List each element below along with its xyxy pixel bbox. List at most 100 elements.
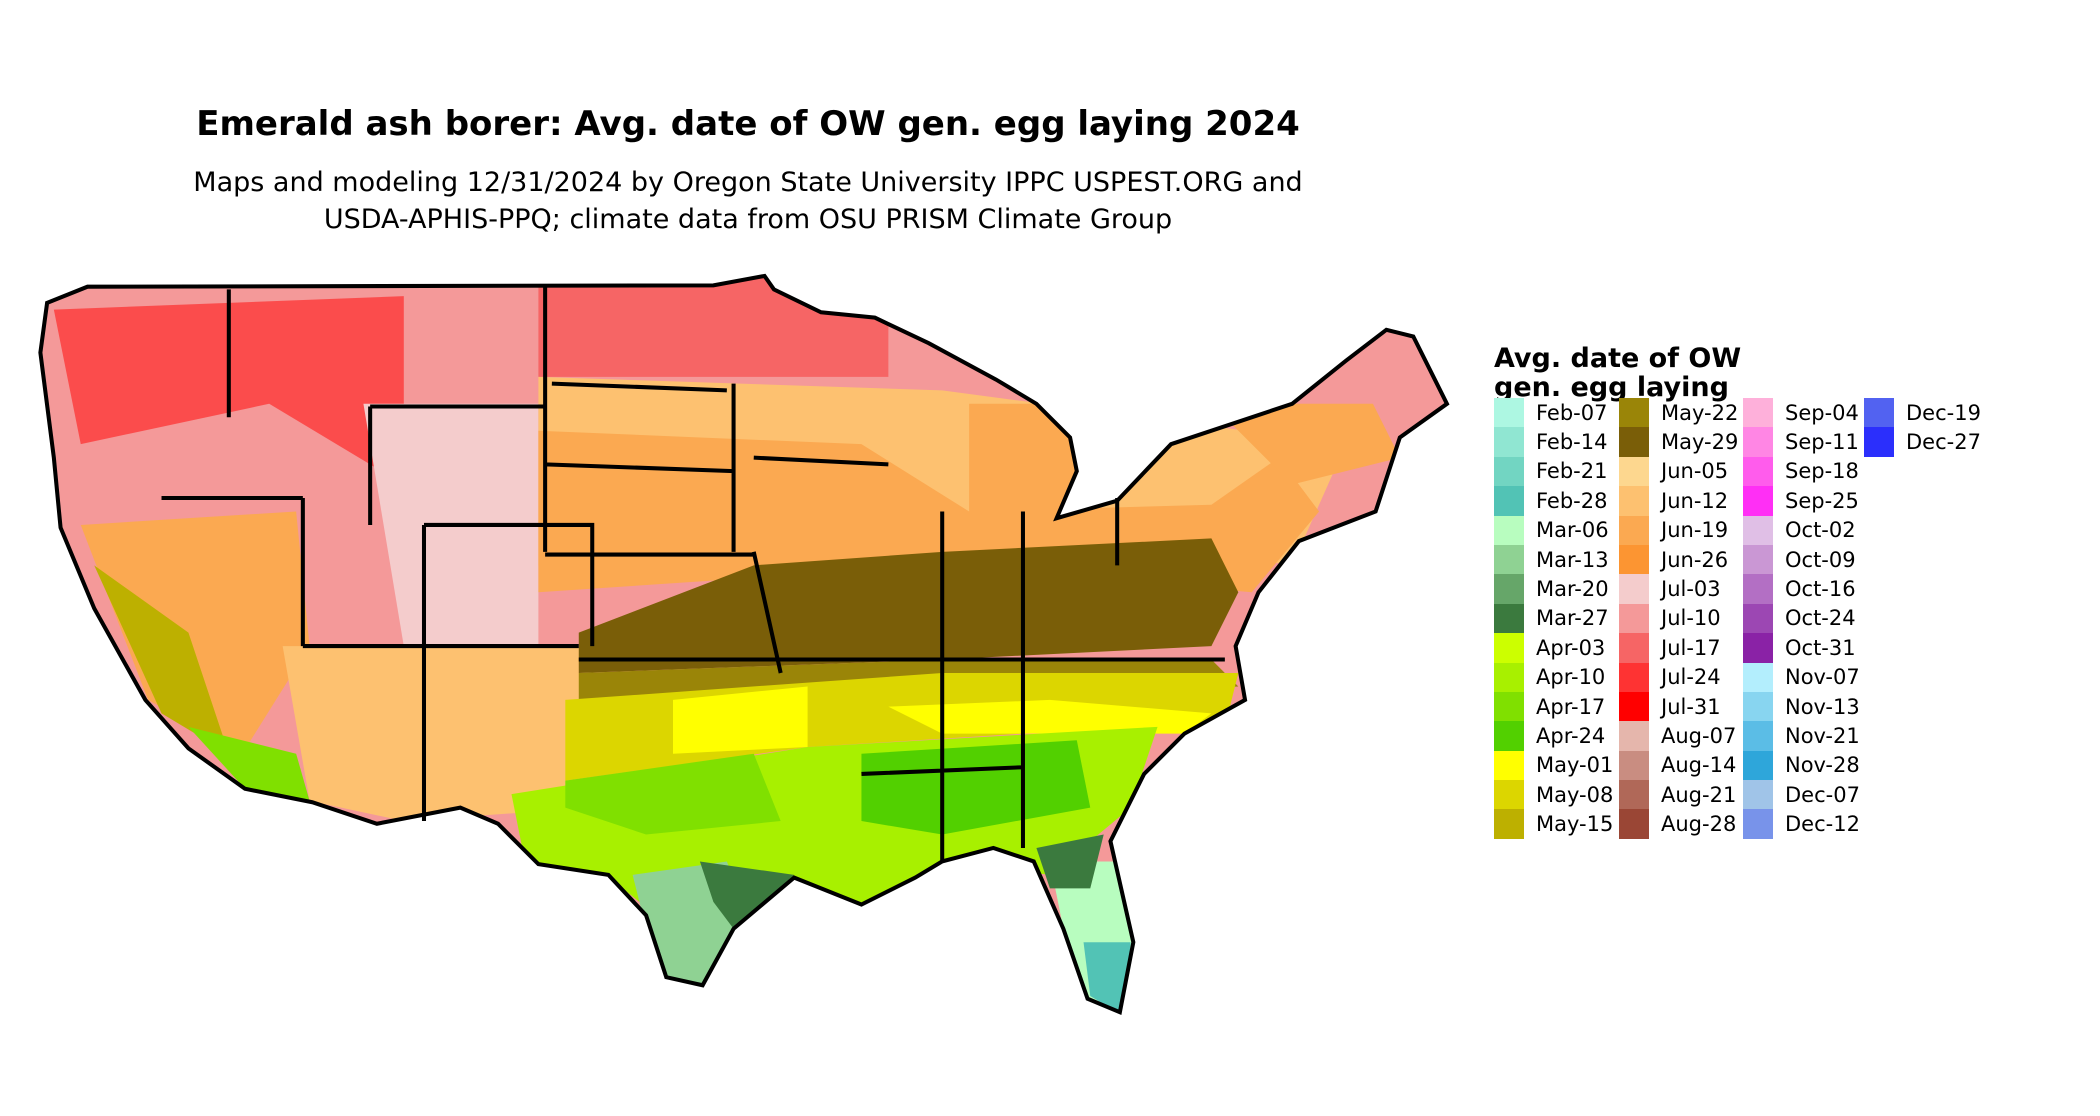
legend-item: Nov-21 <box>1743 721 1860 751</box>
legend-item: Sep-18 <box>1743 456 1860 487</box>
legend-swatch <box>1619 750 1649 781</box>
legend-title-line-1: Avg. date of OW <box>1494 343 1742 374</box>
legend-label: Feb-14 <box>1536 430 1608 455</box>
legend-swatch <box>1743 780 1773 810</box>
legend-swatch <box>1743 544 1773 575</box>
legend-item: Apr-03 <box>1494 633 1613 663</box>
legend-item: Feb-07 <box>1494 398 1613 428</box>
legend-item: Jul-17 <box>1619 633 1738 663</box>
legend-label: Mar-27 <box>1536 606 1609 631</box>
legend-swatch <box>1619 603 1649 634</box>
legend-item: Jul-24 <box>1619 662 1738 692</box>
subtitle-line-1: Maps and modeling 12/31/2024 by Oregon S… <box>193 167 1303 198</box>
legend-swatch <box>1619 456 1649 487</box>
legend-swatch <box>1494 544 1524 575</box>
legend-item: May-15 <box>1494 809 1613 839</box>
legend-label: Sep-11 <box>1785 430 1859 455</box>
legend-swatch <box>1494 780 1524 810</box>
legend-swatch <box>1619 809 1649 839</box>
legend-label: Apr-10 <box>1536 665 1606 690</box>
legend-label: Feb-21 <box>1536 459 1608 484</box>
legend-swatch <box>1494 662 1524 692</box>
legend-label: Feb-07 <box>1536 400 1608 425</box>
legend-item: Jun-19 <box>1619 515 1738 545</box>
legend-item: Mar-27 <box>1494 603 1613 634</box>
legend-swatch <box>1494 515 1524 545</box>
legend-column: May-22 May-29 Jun-05 Jun-12 Jun-19 Jun-26 Jul-… <box>1619 398 1738 839</box>
legend-swatch <box>1743 691 1773 722</box>
legend-swatch <box>1619 398 1649 428</box>
legend-label: Oct-02 <box>1785 518 1856 543</box>
legend-item: Aug-07 <box>1619 721 1738 751</box>
legend-label: Dec-27 <box>1906 430 1981 455</box>
legend-label: May-01 <box>1536 753 1614 778</box>
legend-item: Jul-31 <box>1619 691 1738 722</box>
legend-swatch <box>1619 544 1649 575</box>
legend-item: Apr-17 <box>1494 691 1613 722</box>
legend-swatch <box>1619 427 1649 457</box>
legend-label: Sep-04 <box>1785 400 1859 425</box>
legend-swatch <box>1494 603 1524 634</box>
legend-swatch <box>1743 750 1773 781</box>
legend-item: May-08 <box>1494 780 1614 810</box>
subtitle-line-2: USDA-APHIS-PPQ; climate data from OSU PR… <box>323 204 1173 235</box>
legend-item: Jul-03 <box>1619 574 1738 604</box>
legend-label: Apr-03 <box>1536 635 1606 660</box>
legend-swatch <box>1743 721 1773 751</box>
legend-item: Nov-07 <box>1743 662 1860 692</box>
legend-item: Sep-04 <box>1743 398 1860 428</box>
legend-label: Aug-21 <box>1661 782 1737 807</box>
legend-item: Mar-13 <box>1494 544 1613 575</box>
legend-swatch <box>1743 574 1773 604</box>
legend-swatch <box>1743 456 1773 487</box>
map-subtitle: Maps and modeling 12/31/2024 by Oregon S… <box>0 164 1496 238</box>
legend-swatch <box>1743 515 1773 545</box>
legend-swatch <box>1494 633 1524 663</box>
legend-swatch <box>1743 633 1773 663</box>
legend-swatch <box>1494 398 1524 428</box>
legend: Avg. date of OW gen. egg laying Feb-07 Fe… <box>1494 343 1981 839</box>
legend-item: Dec-19 <box>1864 398 1981 428</box>
legend-item: Oct-02 <box>1743 515 1860 545</box>
legend-label: Feb-28 <box>1536 488 1608 513</box>
legend-swatch <box>1494 574 1524 604</box>
map-title: Emerald ash borer: Avg. date of OW gen. … <box>196 104 1300 144</box>
legend-item: Apr-24 <box>1494 721 1613 751</box>
legend-swatch <box>1494 691 1524 722</box>
legend-item: Dec-07 <box>1743 780 1860 810</box>
legend-label: Mar-13 <box>1536 547 1609 572</box>
legend-column: Dec-19 Dec-27 <box>1864 398 1981 457</box>
legend-item: May-01 <box>1494 750 1614 781</box>
legend-label: May-22 <box>1661 400 1739 425</box>
legend-swatch <box>1619 691 1649 722</box>
legend-column: Sep-04 Sep-11 Sep-18 Sep-25 Oct-02 Oct-09 Oct-… <box>1743 398 1860 839</box>
legend-label: Mar-06 <box>1536 518 1609 543</box>
legend-label: May-08 <box>1536 782 1614 807</box>
legend-item: Jun-05 <box>1619 456 1738 487</box>
legend-label: Nov-13 <box>1785 694 1860 719</box>
legend-label: Nov-07 <box>1785 665 1860 690</box>
legend-swatch <box>1743 809 1773 839</box>
legend-swatch <box>1619 780 1649 810</box>
legend-item: Feb-21 <box>1494 456 1613 487</box>
legend-swatch <box>1743 662 1773 692</box>
legend-label: Oct-24 <box>1785 606 1856 631</box>
legend-item: Sep-11 <box>1743 427 1860 457</box>
legend-label: Aug-28 <box>1661 812 1737 837</box>
legend-item: Sep-25 <box>1743 486 1860 516</box>
legend-item: Oct-09 <box>1743 544 1860 575</box>
legend-swatch <box>1494 486 1524 516</box>
legend-item: Jun-26 <box>1619 544 1738 575</box>
legend-item: May-29 <box>1619 427 1739 457</box>
legend-item: Dec-27 <box>1864 427 1981 457</box>
legend-swatch <box>1494 456 1524 487</box>
legend-item: Mar-20 <box>1494 574 1613 604</box>
legend-label: Dec-19 <box>1906 400 1981 425</box>
legend-label: Dec-12 <box>1785 812 1860 837</box>
legend-swatch <box>1619 633 1649 663</box>
legend-label: Nov-28 <box>1785 753 1860 778</box>
legend-item: Nov-13 <box>1743 691 1860 722</box>
legend-item: Mar-06 <box>1494 515 1613 545</box>
legend-label: May-29 <box>1661 430 1739 455</box>
legend-swatch <box>1743 486 1773 516</box>
